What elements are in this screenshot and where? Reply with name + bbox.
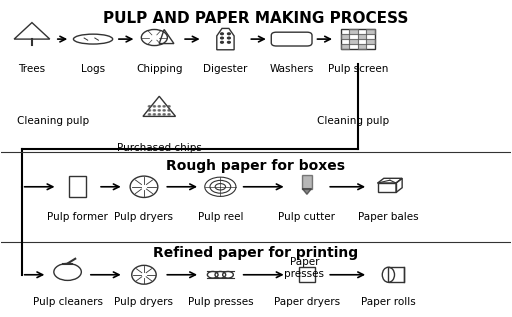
Circle shape (158, 114, 160, 115)
Circle shape (153, 110, 156, 111)
Bar (350, 29, 358, 34)
Text: Paper bales: Paper bales (358, 212, 419, 222)
Bar (378, 183, 396, 192)
Bar (358, 44, 366, 49)
Circle shape (153, 106, 156, 107)
Circle shape (163, 114, 165, 115)
Circle shape (163, 106, 165, 107)
Bar (358, 34, 366, 39)
Bar (366, 29, 375, 34)
Text: Digester: Digester (203, 64, 248, 74)
Bar (366, 39, 375, 44)
Text: Pulp reel: Pulp reel (198, 212, 243, 222)
Text: Logs: Logs (81, 64, 105, 74)
Circle shape (221, 37, 223, 39)
Bar (341, 44, 350, 49)
Text: Purchased chips: Purchased chips (117, 143, 202, 153)
Circle shape (158, 106, 160, 107)
Text: Paper dryers: Paper dryers (274, 297, 340, 307)
Text: Pulp former: Pulp former (47, 212, 108, 222)
Circle shape (158, 110, 160, 111)
Text: Pulp cutter: Pulp cutter (279, 212, 335, 222)
Bar (300, 267, 314, 282)
Bar (350, 39, 358, 44)
Text: Rough paper for boxes: Rough paper for boxes (166, 159, 346, 173)
Circle shape (221, 42, 223, 43)
Text: Pulp dryers: Pulp dryers (115, 212, 174, 222)
Circle shape (148, 106, 151, 107)
Circle shape (168, 110, 170, 111)
Bar (341, 29, 375, 49)
Text: Pulp cleaners: Pulp cleaners (33, 297, 102, 307)
Circle shape (168, 114, 170, 115)
Circle shape (227, 37, 230, 39)
Bar (303, 175, 311, 189)
Circle shape (168, 106, 170, 107)
Text: PULP AND PAPER MAKING PROCESS: PULP AND PAPER MAKING PROCESS (103, 11, 409, 26)
Circle shape (227, 42, 230, 43)
Text: Trees: Trees (18, 64, 46, 74)
Circle shape (148, 114, 151, 115)
Circle shape (227, 33, 230, 35)
Polygon shape (303, 189, 311, 194)
Text: Pulp screen: Pulp screen (328, 64, 388, 74)
Circle shape (163, 110, 165, 111)
Text: Refined paper for printing: Refined paper for printing (154, 246, 358, 260)
Text: Pulp presses: Pulp presses (187, 297, 253, 307)
Text: Pulp dryers: Pulp dryers (115, 297, 174, 307)
Text: Cleaning pulp: Cleaning pulp (317, 116, 389, 126)
Text: Washers: Washers (269, 64, 314, 74)
Text: Cleaning pulp: Cleaning pulp (17, 116, 89, 126)
Text: Paper
presses: Paper presses (284, 257, 325, 279)
Circle shape (148, 110, 151, 111)
Bar (69, 176, 87, 197)
Circle shape (153, 114, 156, 115)
Bar (389, 267, 403, 282)
Text: Paper rolls: Paper rolls (361, 297, 416, 307)
Circle shape (221, 33, 223, 35)
Text: Chipping: Chipping (136, 64, 182, 74)
Bar (341, 34, 350, 39)
